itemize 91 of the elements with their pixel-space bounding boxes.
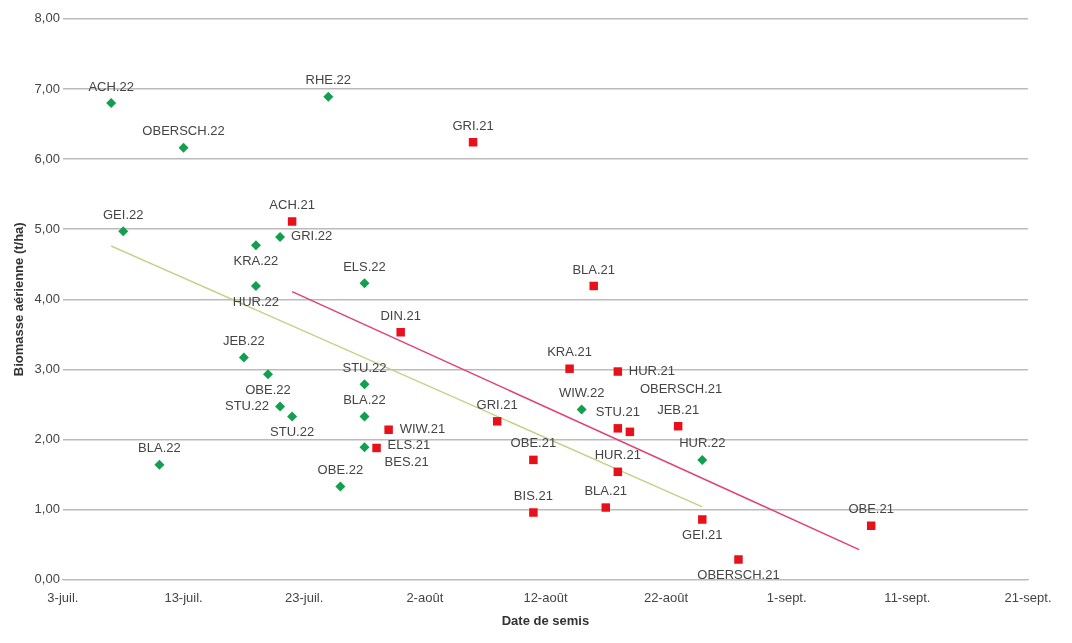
y-tick-label: 5,00 bbox=[34, 220, 60, 236]
annotation: DIN.21 bbox=[380, 307, 421, 323]
annotation: BIS.21 bbox=[513, 488, 553, 504]
annotation: BLA.21 bbox=[584, 483, 628, 499]
x-tick-label: 1-sept. bbox=[766, 590, 807, 606]
point bbox=[359, 379, 370, 390]
annotation: KRA.22 bbox=[233, 252, 279, 268]
point bbox=[106, 97, 117, 108]
point bbox=[601, 503, 611, 512]
annotation: GEI.21 bbox=[682, 527, 723, 543]
point bbox=[529, 508, 538, 517]
point bbox=[250, 280, 261, 291]
point bbox=[372, 443, 381, 453]
point bbox=[262, 369, 273, 380]
annotation: OBERSCH.21 bbox=[639, 381, 723, 397]
point bbox=[698, 515, 707, 524]
point bbox=[697, 454, 708, 465]
y-tick-label: 6,00 bbox=[34, 150, 60, 166]
annotation: BES.21 bbox=[384, 453, 429, 469]
annotation: GRI.21 bbox=[452, 117, 494, 133]
annotation: ACH.22 bbox=[88, 78, 134, 94]
point bbox=[359, 278, 370, 289]
annotation: GRI.21 bbox=[476, 396, 518, 412]
annotation: HUR.22 bbox=[232, 293, 280, 309]
annotation: STU.21 bbox=[595, 403, 640, 419]
annotation: OBERSCH.22 bbox=[142, 123, 225, 139]
x-tick-label: 22-août bbox=[644, 590, 689, 606]
point bbox=[359, 411, 370, 422]
point bbox=[323, 91, 334, 102]
point bbox=[287, 217, 297, 226]
annotation: ACH.21 bbox=[269, 197, 315, 213]
x-axis-title: Date de semis bbox=[501, 612, 590, 628]
annotation: ELS.21 bbox=[387, 436, 431, 452]
point bbox=[589, 281, 598, 291]
point bbox=[396, 328, 405, 337]
annotation: OBERSCH.21 bbox=[697, 567, 780, 583]
annotation: STU.22 bbox=[224, 398, 270, 414]
y-tick-label: 4,00 bbox=[34, 290, 60, 306]
y-axis-title: Biomasse aérienne (t/ha) bbox=[11, 222, 27, 377]
point bbox=[529, 455, 538, 465]
x-tick-label: 2-août bbox=[406, 590, 444, 606]
annotation: OBE.22 bbox=[245, 381, 291, 397]
x-tick-label: 11-sept. bbox=[884, 590, 931, 606]
point bbox=[359, 442, 370, 453]
annotation: OBE.21 bbox=[510, 435, 557, 451]
point bbox=[492, 417, 502, 426]
y-tick-label: 3,00 bbox=[34, 361, 60, 376]
x-tick-label: 13-juil. bbox=[164, 590, 203, 606]
x-tick-label: 3-juil. bbox=[47, 590, 79, 606]
annotation: STU.22 bbox=[342, 359, 387, 375]
annotation: BLA.22 bbox=[343, 391, 386, 407]
point bbox=[118, 226, 129, 237]
annotation: KRA.21 bbox=[547, 344, 592, 360]
point bbox=[734, 555, 743, 564]
annotation: WIW.22 bbox=[558, 384, 605, 400]
y-tick-label: 0,00 bbox=[34, 571, 60, 587]
annotation: JEB.22 bbox=[222, 333, 265, 349]
annotation: JEB.21 bbox=[657, 401, 700, 417]
x-tick-label: 12-août bbox=[523, 590, 568, 606]
annotation: HUR.21 bbox=[594, 447, 641, 463]
x-tick-label: 23-juil. bbox=[285, 590, 324, 606]
annotation: GRI.22 bbox=[291, 228, 333, 244]
annotation: ELS.22 bbox=[343, 258, 386, 274]
annotation: BLA.22 bbox=[138, 440, 181, 456]
point bbox=[275, 231, 286, 242]
annotation: HUR.22 bbox=[679, 435, 726, 451]
point bbox=[576, 404, 587, 415]
annotation: BLA.21 bbox=[572, 261, 616, 277]
point bbox=[238, 352, 249, 363]
annotation: WIW.21 bbox=[399, 421, 446, 437]
annotation: OBE.21 bbox=[848, 501, 894, 517]
annotation: HUR.21 bbox=[628, 363, 676, 379]
point bbox=[565, 364, 574, 373]
annotation: OBE.22 bbox=[317, 462, 364, 478]
y-tick-label: 8,00 bbox=[34, 10, 60, 26]
annotation: GEI.22 bbox=[102, 206, 144, 222]
point bbox=[335, 481, 346, 492]
annotation: STU.22 bbox=[270, 423, 315, 439]
point bbox=[250, 240, 261, 251]
y-tick-label: 7,00 bbox=[34, 80, 60, 96]
y-tick-label: 2,00 bbox=[34, 431, 60, 447]
x-tick-label: 21-sept. bbox=[1004, 590, 1052, 606]
point bbox=[154, 459, 165, 470]
y-tick-label: 1,00 bbox=[34, 501, 60, 517]
point bbox=[287, 411, 298, 422]
point bbox=[275, 401, 286, 412]
point bbox=[613, 424, 623, 433]
point bbox=[178, 142, 189, 153]
annotation: RHE.22 bbox=[305, 72, 352, 88]
point bbox=[613, 367, 623, 376]
point bbox=[384, 425, 393, 434]
